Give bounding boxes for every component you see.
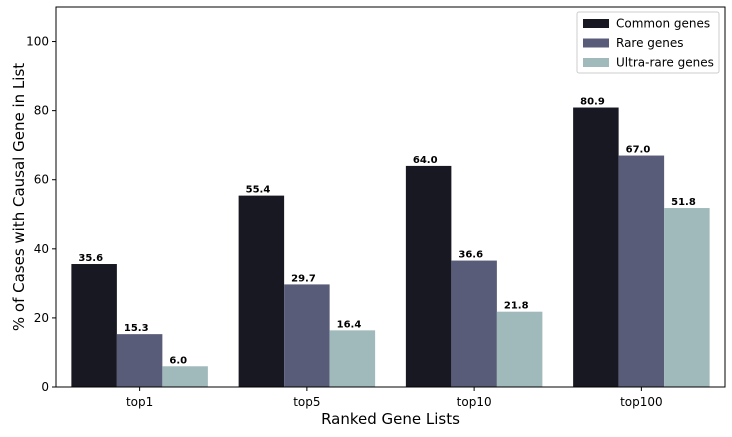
legend-label: Ultra-rare genes (616, 56, 714, 70)
legend: Common genes Rare genes Ultra-rare genes (576, 11, 720, 74)
bar (664, 208, 710, 387)
legend-box (576, 11, 720, 74)
y-tick-label: 100 (26, 35, 49, 49)
bar (405, 165, 452, 387)
x-tick-label: top5 (293, 395, 320, 409)
y-tick-label: 0 (41, 380, 49, 394)
bar-value-label: 67.0 (626, 145, 651, 156)
bar (496, 311, 543, 387)
bar-value-label: 16.4 (337, 319, 362, 330)
y-tick-label: 40 (34, 242, 49, 256)
bar-labels-layer: 35.6 15.3 6.0 55.4 29.7 16.4 64.0 36.6 21.8 80.9 6… (78, 97, 695, 367)
x-axis-ticks: top1 top5 top10 top100 (126, 387, 663, 409)
bar (162, 366, 208, 387)
legend-label: Common genes (616, 17, 710, 31)
y-tick-label: 20 (34, 311, 49, 325)
plot-frame (55, 6, 726, 388)
bar-value-label: 80.9 (580, 97, 605, 108)
y-tick-label: 80 (34, 104, 49, 118)
bar (116, 334, 163, 387)
legend-swatch (583, 19, 609, 28)
legend-swatch (583, 58, 609, 67)
x-tick-label: top100 (620, 395, 663, 409)
bar-value-label: 29.7 (291, 273, 316, 284)
bar (329, 330, 376, 387)
y-axis-title: % of Cases with Causal Gene in List (10, 63, 28, 331)
y-axis-ticks: 0 20 40 60 80 100 (26, 35, 56, 394)
bar (451, 260, 497, 387)
x-axis-title: Ranked Gene Lists (321, 410, 460, 428)
y-tick-label: 60 (34, 173, 49, 187)
legend-label: Rare genes (616, 36, 684, 50)
bar-value-label: 51.8 (671, 197, 696, 208)
legend-swatch (583, 38, 609, 48)
x-tick-label: top10 (457, 395, 492, 409)
x-tick-label: top1 (126, 395, 153, 409)
bar (573, 107, 619, 387)
bar (238, 195, 285, 387)
bar-value-label: 6.0 (169, 355, 187, 366)
bar-value-label: 15.3 (124, 323, 149, 334)
bar-value-label: 35.6 (78, 253, 103, 264)
bar-value-label: 64.0 (413, 155, 438, 166)
bar (618, 155, 665, 387)
bar-value-label: 55.4 (246, 185, 271, 196)
bar (284, 284, 330, 387)
bar-value-label: 21.8 (504, 301, 529, 312)
bars-layer (71, 107, 710, 387)
bar (71, 264, 117, 387)
bar-value-label: 36.6 (458, 250, 483, 261)
